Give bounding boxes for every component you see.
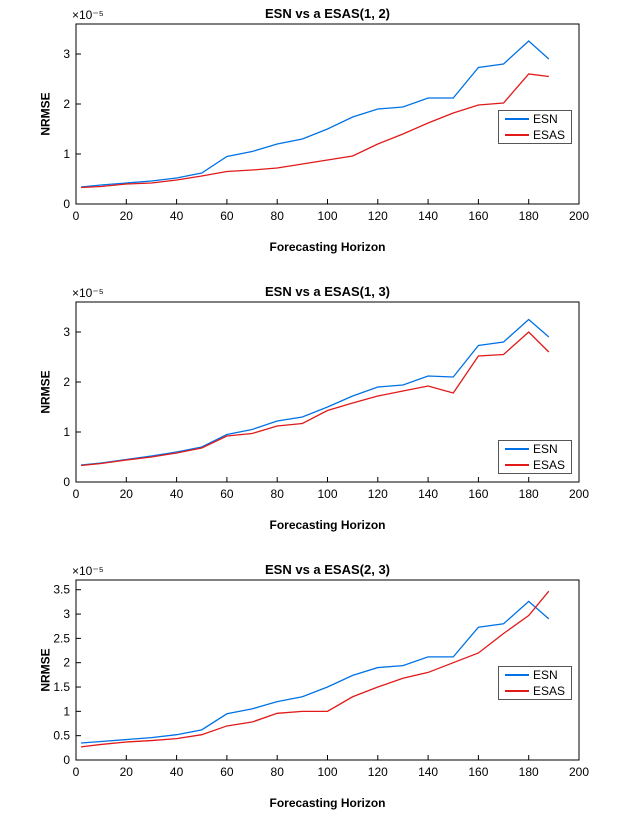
legend-swatch — [505, 448, 529, 450]
y-tick-label: 0 — [63, 753, 70, 767]
x-tick-label: 120 — [368, 765, 388, 779]
x-tick-label: 100 — [317, 487, 337, 501]
x-tick-label: 140 — [418, 765, 438, 779]
x-tick-label: 60 — [220, 487, 234, 501]
x-tick-label: 60 — [220, 209, 234, 223]
x-tick-label: 120 — [368, 487, 388, 501]
y-exponent-label: ×10⁻⁵ — [72, 8, 104, 22]
legend: ESN ESAS — [498, 666, 572, 700]
legend-item: ESN — [499, 441, 571, 457]
x-tick-label: 80 — [271, 209, 285, 223]
x-tick-label: 60 — [220, 765, 234, 779]
x-tick-label: 40 — [170, 765, 184, 779]
x-tick-label: 120 — [368, 209, 388, 223]
x-tick-label: 80 — [271, 487, 285, 501]
x-tick-label: 40 — [170, 209, 184, 223]
chart-panel-0: ESN vs a ESAS(1, 2)×10⁻⁵NRMSEForecasting… — [76, 24, 579, 204]
y-exponent-label: ×10⁻⁵ — [72, 286, 104, 300]
x-tick-label: 80 — [271, 765, 285, 779]
legend-swatch — [505, 690, 529, 692]
legend-swatch — [505, 134, 529, 136]
x-tick-label: 20 — [120, 209, 134, 223]
x-axis-label: Forecasting Horizon — [76, 796, 579, 810]
chart-panel-1: ESN vs a ESAS(1, 3)×10⁻⁵NRMSEForecasting… — [76, 302, 579, 482]
legend-item: ESN — [499, 111, 571, 127]
x-tick-label: 100 — [317, 765, 337, 779]
chart-title: ESN vs a ESAS(1, 2) — [76, 6, 579, 21]
x-tick-label: 140 — [418, 209, 438, 223]
x-tick-label: 140 — [418, 487, 438, 501]
y-axis-label: NRMSE — [39, 370, 53, 413]
y-tick-label: 0 — [63, 197, 70, 211]
x-tick-label: 0 — [73, 209, 80, 223]
y-tick-label: 2.5 — [53, 631, 70, 645]
x-tick-label: 20 — [120, 487, 134, 501]
y-tick-label: 1 — [63, 147, 70, 161]
legend-label: ESAS — [533, 684, 565, 698]
legend-swatch — [505, 674, 529, 676]
y-tick-label: 3.5 — [53, 583, 70, 597]
x-tick-label: 200 — [569, 487, 589, 501]
y-axis-label: NRMSE — [39, 648, 53, 691]
legend: ESN ESAS — [498, 440, 572, 474]
legend-label: ESAS — [533, 458, 565, 472]
x-tick-label: 160 — [468, 765, 488, 779]
x-tick-label: 180 — [519, 765, 539, 779]
y-tick-label: 2 — [63, 375, 70, 389]
x-tick-label: 40 — [170, 487, 184, 501]
y-tick-label: 0.5 — [53, 729, 70, 743]
x-tick-label: 180 — [519, 487, 539, 501]
x-axis-label: Forecasting Horizon — [76, 518, 579, 532]
x-tick-label: 0 — [73, 487, 80, 501]
legend-swatch — [505, 464, 529, 466]
y-tick-label: 2 — [63, 97, 70, 111]
y-tick-label: 1 — [63, 704, 70, 718]
legend-item: ESN — [499, 667, 571, 683]
y-tick-label: 3 — [63, 607, 70, 621]
legend-label: ESAS — [533, 128, 565, 142]
x-tick-label: 0 — [73, 765, 80, 779]
legend-label: ESN — [533, 112, 558, 126]
chart-title: ESN vs a ESAS(2, 3) — [76, 562, 579, 577]
legend-item: ESAS — [499, 457, 571, 473]
y-tick-label: 3 — [63, 325, 70, 339]
y-tick-label: 0 — [63, 475, 70, 489]
x-tick-label: 160 — [468, 487, 488, 501]
x-axis-label: Forecasting Horizon — [76, 240, 579, 254]
y-exponent-label: ×10⁻⁵ — [72, 564, 104, 578]
legend-swatch — [505, 118, 529, 120]
x-tick-label: 100 — [317, 209, 337, 223]
y-tick-label: 2 — [63, 656, 70, 670]
y-tick-label: 1.5 — [53, 680, 70, 694]
legend-label: ESN — [533, 442, 558, 456]
legend: ESN ESAS — [498, 110, 572, 144]
legend-item: ESAS — [499, 683, 571, 699]
x-tick-label: 180 — [519, 209, 539, 223]
legend-label: ESN — [533, 668, 558, 682]
x-tick-label: 200 — [569, 765, 589, 779]
y-axis-label: NRMSE — [39, 92, 53, 135]
chart-panel-2: ESN vs a ESAS(2, 3)×10⁻⁵NRMSEForecasting… — [76, 580, 579, 760]
y-tick-label: 3 — [63, 47, 70, 61]
x-tick-label: 160 — [468, 209, 488, 223]
x-tick-label: 20 — [120, 765, 134, 779]
legend-item: ESAS — [499, 127, 571, 143]
x-tick-label: 200 — [569, 209, 589, 223]
y-tick-label: 1 — [63, 425, 70, 439]
chart-title: ESN vs a ESAS(1, 3) — [76, 284, 579, 299]
